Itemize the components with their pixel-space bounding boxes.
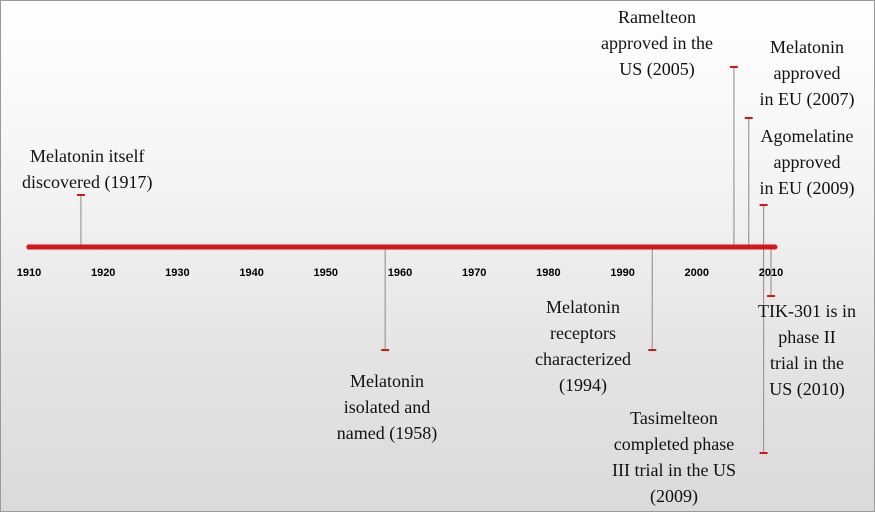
event-text-line: phase II xyxy=(778,327,836,347)
year-tick-label: 2000 xyxy=(685,267,709,279)
year-tick-label: 1970 xyxy=(462,267,486,279)
year-tick-label: 1930 xyxy=(165,267,189,279)
year-tick-label: 2010 xyxy=(759,267,783,279)
event-text-line: Melatonin xyxy=(546,297,620,317)
timeline-stems xyxy=(76,66,775,454)
year-tick-mark xyxy=(620,244,626,250)
event-text-line: discovered (1917) xyxy=(22,172,153,192)
event-text-line: Melatonin xyxy=(770,37,844,57)
year-tick-label: 1940 xyxy=(239,267,263,279)
event-text-line: trial in the xyxy=(770,353,844,373)
event-text-line: approved xyxy=(773,152,841,172)
event-text-line: US (2005) xyxy=(619,59,695,79)
year-tick-mark xyxy=(768,244,774,250)
event-text-line: named (1958) xyxy=(336,423,438,443)
event-text-line: Agomelatine xyxy=(760,126,854,146)
year-tick-mark xyxy=(471,244,477,250)
year-tick-label: 1950 xyxy=(314,267,338,279)
event-label-melatonin-eu: Melatonin approved in EU (2007) xyxy=(744,34,870,112)
event-text-line: Tasimelteon xyxy=(630,408,718,428)
event-text-line: (2009) xyxy=(650,486,698,506)
event-text-line: Ramelteon xyxy=(618,7,696,27)
event-label-melatonin-discovered: Melatonin itself discovered (1917) xyxy=(22,143,152,195)
event-text-line: Melatonin itself xyxy=(29,146,145,166)
event-text-line: approved xyxy=(773,63,841,83)
year-tick-label: 1910 xyxy=(17,267,41,279)
year-tick-mark xyxy=(249,244,255,250)
event-text-line: characterized xyxy=(535,349,631,369)
event-label-ramelteon-approved: Ramelteon approved in the US (2005) xyxy=(584,4,730,82)
event-label-agomelatine-eu: Agomelatine approved in EU (2009) xyxy=(744,123,870,201)
year-tick-label: 1990 xyxy=(610,267,634,279)
event-text-line: US (2010) xyxy=(769,379,845,399)
event-text-line: completed phase xyxy=(613,434,735,454)
event-text-line: in EU (2007) xyxy=(759,89,855,109)
year-tick-mark xyxy=(26,244,32,250)
year-tick-label: 1960 xyxy=(388,267,412,279)
event-label-tasimelteon-trial: Tasimelteon completed phase III trial in… xyxy=(594,405,754,509)
year-tick-mark xyxy=(100,244,106,250)
year-tick-mark xyxy=(545,244,552,250)
year-tick-mark xyxy=(323,244,329,250)
event-text-line: TIK-301 is in xyxy=(758,301,856,321)
event-text-line: isolated and xyxy=(343,397,431,417)
event-text-line: in EU (2009) xyxy=(759,178,855,198)
year-tick-label: 1920 xyxy=(91,267,115,279)
year-tick-label: 1980 xyxy=(536,267,560,279)
event-text-line: receptors xyxy=(550,323,616,343)
year-tick-mark xyxy=(694,244,700,250)
event-label-tik301-trial: TIK-301 is in phase II trial in the US (… xyxy=(742,298,872,402)
year-tick-mark xyxy=(174,244,180,250)
event-text-line: III trial in the US xyxy=(612,460,736,480)
event-text-line: (1994) xyxy=(559,375,607,395)
year-tick-labels: 1910 1920 1930 1940 1950 1960 1970 1980 1990 2000… xyxy=(17,267,783,279)
event-text-line: approved in the xyxy=(601,33,713,53)
event-text-line: Melatonin xyxy=(350,371,424,391)
event-label-receptors-characterized: Melatonin receptors characterized (1994) xyxy=(518,294,648,398)
year-tick-mark xyxy=(397,244,403,250)
year-tick-marks xyxy=(26,244,774,250)
event-label-melatonin-isolated: Melatonin isolated and named (1958) xyxy=(322,368,452,446)
